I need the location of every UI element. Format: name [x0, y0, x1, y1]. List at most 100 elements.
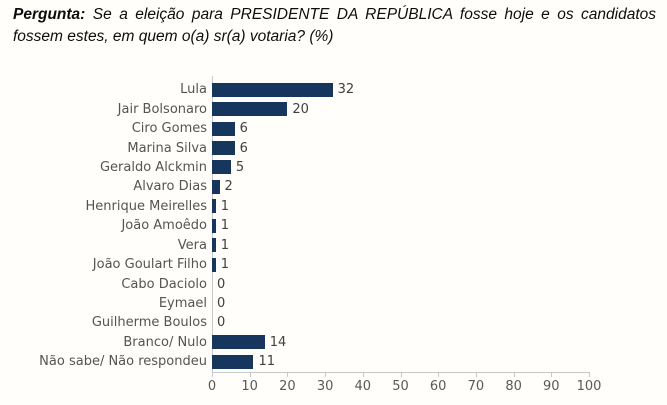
chart-row: Não sabe/ Não respondeu 11	[0, 352, 667, 371]
category-label: Jair Bolsonaro	[117, 101, 207, 117]
x-axis-tick	[438, 373, 440, 377]
category-label: Guilherme Boulos	[91, 315, 207, 331]
bar-zone: 5	[212, 159, 245, 175]
value-label: 5	[235, 159, 245, 175]
value-label: 0	[217, 315, 226, 331]
bar	[212, 199, 216, 214]
x-axis-tick	[325, 373, 327, 377]
value-label: 20	[292, 101, 309, 117]
x-axis-tick	[249, 373, 251, 377]
x-axis-tick	[400, 373, 402, 377]
category-label: Marina Silva	[127, 140, 207, 156]
bar	[212, 102, 288, 117]
chart-row: Eymael 0	[0, 294, 667, 313]
bar	[212, 218, 216, 233]
chart-row: Lula 32	[0, 80, 667, 99]
chart-row: Cabo Daciolo 0	[0, 274, 667, 293]
chart-row: Henrique Meirelles 1	[0, 197, 667, 216]
chart-row: Alvaro Dias 2	[0, 177, 667, 196]
x-axis-tick-label: 60	[429, 379, 447, 394]
category-label: Não sabe/ Não respondeu	[39, 354, 207, 370]
bar-zone: 2	[212, 179, 233, 195]
x-axis-tick-label: 50	[392, 379, 409, 394]
chart-row: Jair Bolsonaro 20	[0, 99, 667, 118]
value-label: 6	[239, 140, 248, 156]
x-axis-tick	[551, 373, 553, 377]
bar	[212, 179, 220, 194]
value-label: 6	[239, 121, 248, 137]
bar	[212, 160, 231, 175]
bar-zone: 1	[212, 198, 230, 214]
x-axis-tick	[475, 373, 477, 377]
bar-zone: 1	[212, 237, 230, 253]
poll-bar-chart: Lula 32 Jair Bolsonaro 20 Ciro Gomes 6 Marina …	[0, 76, 667, 400]
chart-rows: Lula 32 Jair Bolsonaro 20 Ciro Gomes 6 Marina …	[0, 80, 667, 372]
x-axis-tick-label: 70	[467, 379, 485, 394]
x-axis-tick-label: 40	[354, 379, 372, 394]
value-label: 0	[217, 296, 226, 312]
question-title-line2: fossem estes, em quem o(a) sr(a) votaria…	[13, 28, 334, 45]
bar	[212, 335, 265, 350]
x-axis-tick	[362, 373, 364, 377]
chart-row: João Amoêdo 1	[0, 216, 667, 235]
value-label: 2	[224, 179, 233, 195]
value-label: 14	[269, 334, 287, 350]
value-label: 32	[337, 82, 355, 98]
category-label: Cabo Daciolo	[121, 276, 207, 292]
x-axis-tick-label: 90	[543, 379, 560, 394]
category-label: Ciro Gomes	[131, 121, 207, 137]
x-axis-tick	[513, 373, 515, 377]
question-line1-text: Se a eleição para PRESIDENTE DA REPÚBLIC…	[92, 6, 656, 23]
category-label: João Amoêdo	[121, 218, 207, 234]
category-label: Geraldo Alckmin	[99, 159, 207, 175]
bar-zone: 32	[212, 82, 355, 98]
chart-row: Marina Silva 6	[0, 138, 667, 157]
x-axis-tick	[212, 373, 213, 377]
x-axis-tick-label: 0	[207, 379, 217, 394]
bar	[212, 354, 254, 369]
chart-row: Geraldo Alckmin 5	[0, 158, 667, 177]
value-label: 1	[220, 257, 230, 273]
x-axis-tick-label: 30	[316, 379, 334, 394]
question-title: Pergunta: Se a eleição para PRESIDENTE D…	[13, 4, 656, 48]
chart-row: Ciro Gomes 6	[0, 119, 667, 138]
value-axis-line	[212, 372, 590, 373]
category-label: Lula	[180, 82, 207, 98]
question-title-line1: Pergunta: Se a eleição para PRESIDENTE D…	[13, 4, 656, 26]
category-label: Eymael	[158, 296, 207, 312]
bar-zone: 1	[212, 218, 229, 233]
x-axis-tick-label: 100	[576, 379, 602, 394]
chart-row: Vera 1	[0, 236, 667, 255]
x-axis-tick-label: 10	[241, 379, 258, 394]
bar-zone: 6	[212, 121, 248, 137]
bar-zone: 0	[212, 296, 226, 312]
category-label: Alvaro Dias	[133, 179, 207, 195]
value-label: 11	[258, 354, 276, 370]
bar	[212, 121, 235, 136]
x-axis-tick-label: 20	[279, 379, 296, 394]
bar-zone: 14	[212, 334, 287, 350]
bar-zone: 0	[212, 315, 226, 331]
x-axis-tick	[287, 373, 289, 377]
chart-row: João Goulart Filho 1	[0, 255, 667, 274]
bar	[212, 238, 216, 253]
bar-zone: 0	[212, 276, 226, 292]
bar-zone: 11	[212, 354, 276, 370]
category-label: Henrique Meirelles	[85, 198, 207, 214]
category-label: Branco/ Nulo	[123, 334, 207, 350]
bar-zone: 1	[212, 257, 230, 273]
category-label: Vera	[177, 237, 207, 253]
x-axis-tick-label: 80	[505, 379, 522, 394]
chart-row: Branco/ Nulo 14	[0, 333, 667, 352]
bar-zone: 20	[212, 101, 309, 117]
bar	[212, 141, 235, 156]
bar	[212, 257, 216, 272]
bar-zone: 6	[212, 140, 248, 156]
value-label: 1	[220, 198, 230, 214]
chart-row: Guilherme Boulos 0	[0, 313, 667, 332]
value-label: 1	[220, 237, 230, 253]
x-axis-tick	[589, 373, 590, 377]
question-label: Pergunta:	[13, 6, 86, 23]
value-label: 0	[217, 276, 226, 292]
category-label: João Goulart Filho	[92, 257, 207, 273]
